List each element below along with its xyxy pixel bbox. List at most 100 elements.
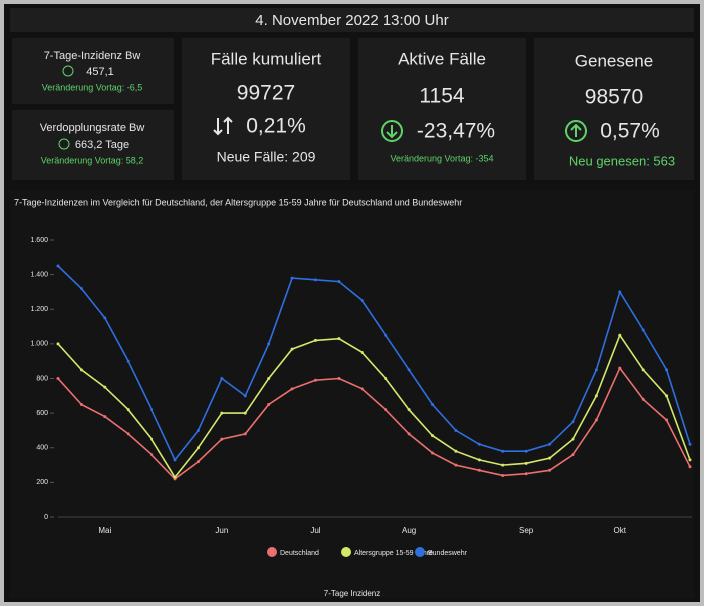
point (431, 434, 435, 438)
tile-change: Veränderung Vortag: 58,2 (41, 155, 144, 165)
point (594, 418, 598, 422)
point (477, 468, 481, 472)
point (360, 351, 364, 355)
legend-label: Altersgruppe 15-59 Jahre (354, 550, 433, 557)
tile-value: 98570 (585, 86, 643, 109)
tile-value: 99727 (237, 82, 295, 105)
point (384, 333, 388, 337)
tile-label: Verdopplungsrate Bw (40, 122, 145, 134)
point (313, 278, 317, 282)
x-axis-label: 7-Tage Inzidenz (324, 589, 380, 598)
tile-value: 457,1 (86, 66, 114, 78)
tile-sub: Neue Fälle: 209 (217, 149, 316, 165)
point (407, 432, 411, 436)
tile-percent: 0,57% (600, 120, 660, 143)
point (150, 408, 154, 412)
point (571, 453, 575, 457)
point (79, 368, 83, 372)
point (220, 411, 224, 415)
point (594, 394, 598, 398)
tile (534, 38, 694, 180)
point (150, 437, 154, 441)
point (196, 446, 200, 450)
y-tick-label: 1.000 (30, 341, 48, 348)
tile-sub: Neu genesen: 563 (569, 153, 675, 168)
point (79, 402, 83, 406)
y-tick-label: 400 (36, 445, 48, 452)
point (313, 378, 317, 382)
point (313, 338, 317, 342)
arrow-icon (570, 123, 582, 137)
chart-title: 7-Tage-Inzidenzen im Vergleich für Deuts… (14, 197, 462, 207)
point (571, 420, 575, 424)
point (501, 449, 505, 453)
point (548, 442, 552, 446)
point (337, 280, 341, 284)
x-tick-label: Okt (614, 526, 627, 535)
tile-change: Veränderung Vortag: -6,5 (42, 82, 143, 92)
series-line (57, 333, 691, 479)
point (477, 442, 481, 446)
x-tick-label: Jun (215, 526, 228, 535)
point (267, 402, 271, 406)
point (243, 394, 247, 398)
series-line (57, 265, 691, 462)
point (337, 377, 341, 380)
point (688, 442, 692, 446)
point (220, 437, 224, 441)
y-tick-label: 1.600 (30, 237, 48, 244)
point (173, 458, 177, 462)
point (150, 453, 154, 457)
point (431, 402, 435, 406)
point (618, 333, 622, 337)
point (454, 449, 458, 453)
tile (358, 38, 526, 180)
arrow-icon (381, 120, 403, 142)
y-tick-label: 1.400 (30, 271, 48, 278)
point (196, 428, 200, 432)
x-tick-label: Aug (402, 526, 416, 535)
point (103, 415, 107, 419)
arrow-icon (213, 116, 233, 136)
point (571, 437, 575, 441)
point (103, 316, 107, 320)
y-tick-label: 200 (36, 479, 48, 486)
arrow-icon (58, 138, 70, 150)
point (290, 347, 294, 351)
point (641, 328, 645, 332)
point (360, 387, 364, 391)
point (126, 359, 130, 363)
point (56, 342, 60, 346)
chart-panel (10, 190, 694, 598)
point (407, 368, 411, 372)
point (501, 473, 505, 477)
point (688, 458, 692, 462)
point (196, 460, 200, 464)
point (524, 461, 528, 465)
point (524, 472, 528, 476)
tile (12, 38, 174, 104)
point (407, 408, 411, 412)
y-tick-label: 600 (36, 410, 48, 417)
point (524, 449, 528, 453)
point (173, 475, 177, 479)
tile-label: Fälle kumuliert (211, 49, 322, 68)
tile-sub: Veränderung Vortag: -354 (390, 153, 493, 163)
legend-label: Bundeswehr (428, 550, 468, 557)
point (431, 451, 435, 455)
legend-swatch (415, 547, 425, 557)
legend-swatch (267, 547, 277, 557)
point (56, 377, 60, 380)
point (477, 458, 481, 462)
y-tick-label: 1.200 (30, 306, 48, 313)
header-bar (10, 8, 694, 32)
point (56, 264, 60, 268)
point (290, 387, 294, 391)
tile-label: Aktive Fälle (398, 49, 486, 68)
point (454, 428, 458, 432)
x-tick-label: Mai (98, 526, 111, 535)
tile (182, 38, 350, 180)
point (267, 342, 271, 346)
arrow-icon (386, 125, 398, 139)
point (360, 299, 364, 303)
